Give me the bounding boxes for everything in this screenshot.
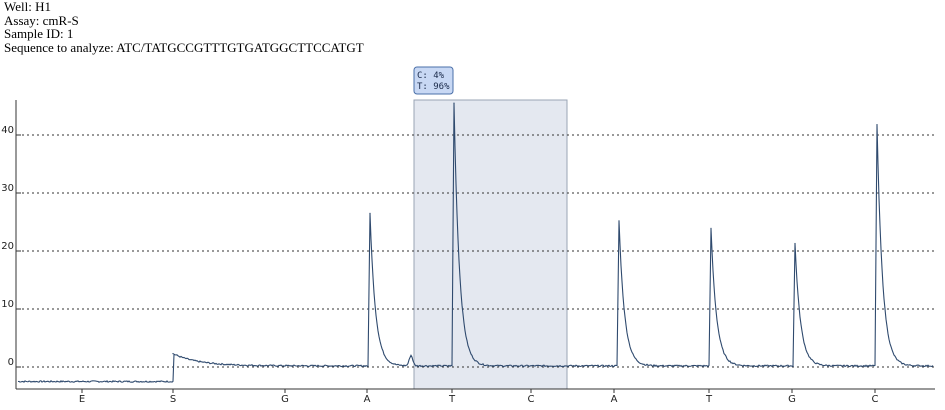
variant-callout-line-0: C: 4%	[417, 71, 445, 81]
y-tick-label: 10	[1, 299, 14, 310]
y-tick-label: 40	[1, 125, 14, 136]
peak-A-1	[369, 212, 371, 214]
dispensation-label-C: C	[872, 394, 879, 405]
peak-A-4	[618, 220, 620, 222]
y-tick-label: 30	[1, 183, 14, 194]
dispensation-label-C: C	[528, 394, 535, 405]
peak-S-0	[172, 353, 174, 355]
header-info: Well: H1 Assay: cmR-S Sample ID: 1 Seque…	[4, 0, 364, 54]
dispensation-label-T: T	[705, 394, 713, 405]
peak-T-5	[710, 227, 712, 229]
y-tick-label: 20	[1, 241, 14, 252]
y-tick-label: 0	[8, 357, 14, 368]
peak-T-2	[410, 355, 412, 358]
dispensation-label-S: S	[170, 394, 176, 405]
well-label: Well: H1	[4, 0, 51, 14]
sample-id-label: Sample ID: 1	[4, 26, 74, 41]
pyrogram-trace	[17, 103, 934, 383]
variable-position-highlight	[413, 99, 568, 390]
dispensation-label-G: G	[281, 394, 289, 405]
variant-callout-line-1: T: 96%	[417, 82, 450, 92]
dispensation-label-A: A	[611, 394, 618, 405]
dispensation-label-E: E	[79, 394, 85, 405]
peak-C-7	[876, 123, 878, 126]
variant-callout-box	[413, 66, 454, 95]
peak-T-3	[453, 102, 455, 104]
dispensation-label-A: A	[364, 394, 371, 405]
dispensation-label-T: T	[448, 394, 456, 405]
sequence-label: Sequence to analyze: ATC/TATGCCGTTTGTGAT…	[4, 39, 364, 55]
peak-G-6	[794, 242, 796, 245]
dispensation-label-G: G	[788, 394, 796, 405]
assay-label: Assay: cmR-S	[4, 12, 79, 28]
